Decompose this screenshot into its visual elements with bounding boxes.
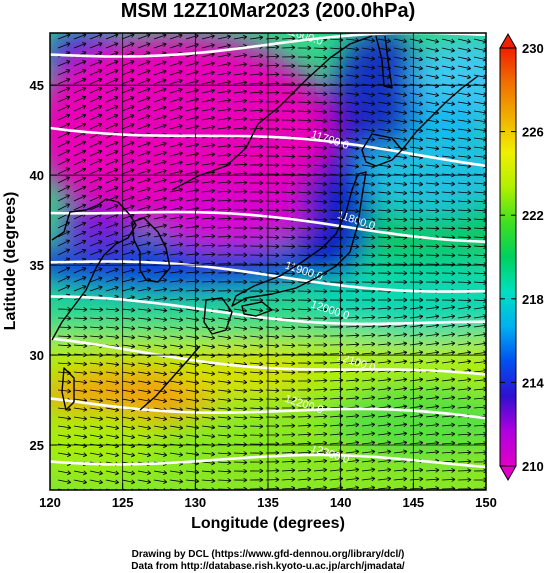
x-axis-label: Longitude (degrees) bbox=[191, 515, 345, 532]
credit-data: Data from http://database.rish.kyoto-u.a… bbox=[131, 561, 405, 572]
colorbar-tick-label: 230 bbox=[522, 41, 544, 56]
coastline-korea bbox=[131, 217, 171, 283]
y-tick-label: 40 bbox=[30, 168, 44, 183]
x-tick-label: 125 bbox=[112, 495, 134, 510]
colorbar-max-arrow bbox=[499, 32, 517, 49]
y-tick-label: 30 bbox=[30, 348, 44, 363]
coastline-honshu bbox=[231, 171, 367, 307]
plot-area: 11600.011700.011800.011900.012000.012100… bbox=[50, 33, 486, 490]
colorbar-tick-label: 226 bbox=[522, 125, 544, 140]
coastline-hokkaido bbox=[361, 133, 403, 167]
x-tick-label: 120 bbox=[39, 495, 61, 510]
coastline-sakhalin bbox=[375, 35, 393, 89]
x-axis: 120 125 130 135 140 145 150 bbox=[39, 483, 497, 510]
colorbar: 210 214 218 222 226 230 bbox=[499, 32, 544, 482]
coastline-shikoku bbox=[241, 301, 273, 317]
coastline-kyushu bbox=[203, 297, 233, 335]
y-axis-label: Latitude (degrees) bbox=[2, 192, 19, 331]
x-tick-label: 145 bbox=[402, 495, 424, 510]
colorbar-tick-label: 218 bbox=[522, 292, 544, 307]
x-tick-label: 135 bbox=[257, 495, 279, 510]
y-tick-label: 35 bbox=[30, 258, 44, 273]
colorbar-tick-label: 222 bbox=[522, 208, 544, 223]
map-title: MSM 12Z10Mar2023 (200.0hPa) bbox=[121, 0, 416, 22]
colorbar-tick-label: 210 bbox=[522, 459, 544, 474]
coastline-taiwan bbox=[61, 367, 75, 411]
coastline-china bbox=[51, 198, 137, 341]
credit-drawing: Drawing by DCL (https://www.gfd-dennou.o… bbox=[132, 549, 405, 560]
coastline-russia bbox=[171, 35, 373, 191]
colorbar-tick-label: 214 bbox=[522, 375, 544, 390]
colorbar-scale bbox=[499, 47, 517, 467]
y-tick-label: 25 bbox=[30, 438, 44, 453]
x-tick-label: 140 bbox=[330, 495, 352, 510]
lat-lon-grid bbox=[50, 33, 486, 490]
colorbar-min-arrow bbox=[499, 465, 517, 482]
x-tick-label: 130 bbox=[184, 495, 206, 510]
y-axis: 25 30 35 40 45 bbox=[30, 78, 57, 453]
y-tick-label: 45 bbox=[30, 78, 44, 93]
x-tick-label: 150 bbox=[475, 495, 497, 510]
